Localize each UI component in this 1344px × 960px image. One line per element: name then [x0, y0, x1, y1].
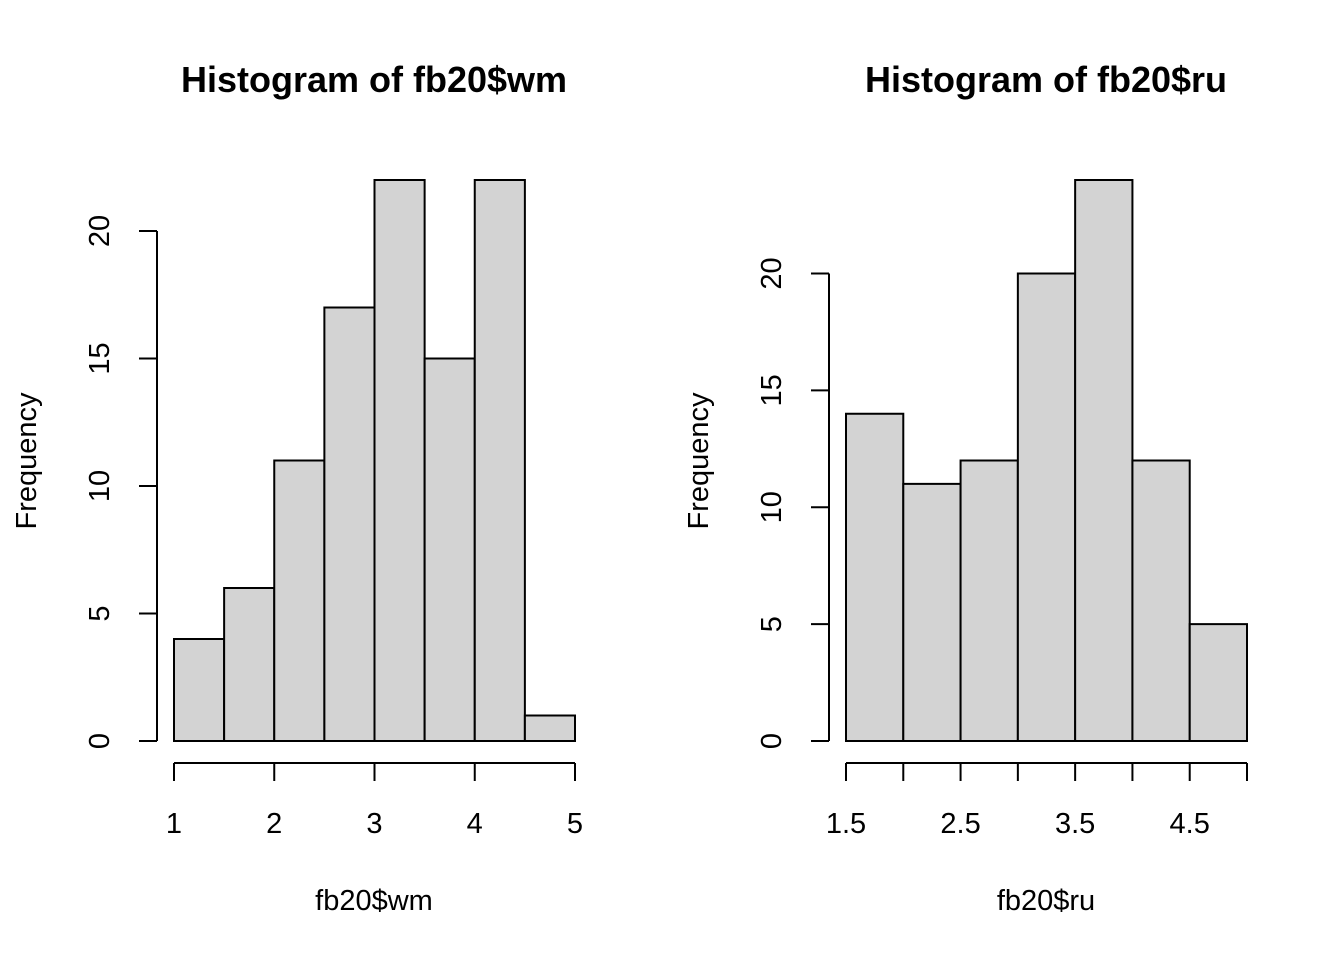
y-tick-label: 20 — [756, 257, 788, 289]
histogram-bar — [902, 482, 962, 742]
chart-title: Histogram of fb20$wm — [181, 59, 567, 100]
y-tick-label: 20 — [84, 215, 116, 247]
x-axis: 1.5 2.5 3.5 4.5 — [826, 762, 1248, 840]
y-axis: 0 5 10 15 20 — [756, 257, 830, 749]
histogram-panel-wm: Histogram of fb20$wm fb20$wm Frequency 1… — [11, 59, 583, 917]
histogram-bar — [1131, 459, 1191, 742]
y-tick-label: 0 — [756, 733, 788, 749]
x-tick-label: 3.5 — [1055, 808, 1095, 840]
histogram-bar — [323, 306, 376, 742]
y-axis-label: Frequency — [11, 392, 43, 530]
y-tick-label: 5 — [84, 605, 116, 621]
histogram-bar — [473, 179, 526, 742]
x-tick-label: 1.5 — [826, 808, 866, 840]
y-axis-label: Frequency — [683, 392, 715, 530]
histogram-bar — [523, 714, 576, 742]
x-axis: 1 2 3 4 5 — [166, 762, 583, 840]
chart-title: Histogram of fb20$ru — [865, 59, 1227, 100]
x-axis-label: fb20$ru — [997, 885, 1095, 917]
histogram-bar — [845, 412, 905, 742]
y-tick-label: 5 — [756, 616, 788, 632]
x-tick-label: 4.5 — [1170, 808, 1210, 840]
y-tick-label: 0 — [84, 733, 116, 749]
y-tick-label: 10 — [84, 470, 116, 502]
histogram-bar — [1188, 623, 1248, 742]
x-tick-label: 3 — [366, 808, 382, 840]
histogram-bar — [373, 179, 426, 742]
x-tick-label: 2 — [266, 808, 282, 840]
histogram-panel-ru: Histogram of fb20$ru fb20$ru Frequency 1… — [683, 59, 1248, 917]
y-axis: 0 5 10 15 20 — [84, 215, 158, 749]
x-tick-label: 1 — [166, 808, 182, 840]
x-tick-label: 4 — [467, 808, 483, 840]
x-tick-label: 2.5 — [940, 808, 980, 840]
histogram-bar — [173, 638, 226, 742]
histogram-bar — [223, 587, 276, 742]
histogram-bar — [1074, 179, 1134, 742]
bars — [173, 179, 576, 742]
y-tick-label: 10 — [756, 491, 788, 523]
y-tick-label: 15 — [84, 342, 116, 374]
histogram-bar — [959, 459, 1019, 742]
y-tick-label: 15 — [756, 374, 788, 406]
bars — [845, 179, 1248, 742]
histogram-bar — [1016, 272, 1077, 742]
histogram-bar — [273, 459, 326, 742]
x-tick-label: 5 — [567, 808, 583, 840]
histogram-bar — [423, 357, 476, 742]
x-axis-label: fb20$wm — [315, 885, 433, 917]
